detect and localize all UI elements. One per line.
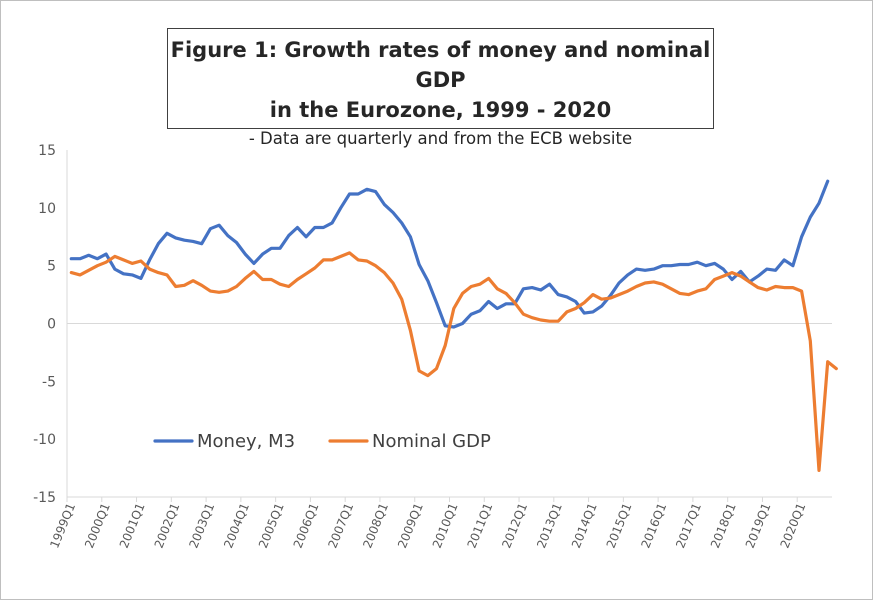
y-axis-ticks: 15 10 5 0 -5 -10 -15: [33, 143, 56, 506]
x-tick-label: 2016Q1: [638, 501, 669, 550]
x-tick-label: 2018Q1: [708, 501, 739, 550]
x-tick-label: 2011Q1: [465, 501, 496, 550]
x-tick-label: 2006Q1: [291, 501, 322, 550]
x-tick-label: 2008Q1: [360, 501, 391, 550]
y-tick-label: 15: [38, 143, 56, 159]
x-tick-label: 2004Q1: [221, 501, 252, 550]
x-tick-label: 2013Q1: [534, 501, 565, 550]
x-tick-label: 2003Q1: [186, 501, 217, 550]
x-tick-label: 2017Q1: [673, 501, 704, 550]
legend-label: Nominal GDP: [372, 431, 491, 452]
y-tick-label: -5: [42, 374, 56, 390]
x-tick-label: 2012Q1: [499, 501, 530, 550]
x-tick-label: 2015Q1: [604, 501, 635, 550]
series-line-money-m3: [69, 179, 830, 329]
x-tick-label: 2009Q1: [395, 501, 426, 550]
y-tick-label: 5: [47, 259, 56, 275]
chart-title-line-1: Figure 1: Growth rates of money and nomi…: [170, 38, 711, 92]
series-layer: [69, 179, 838, 472]
x-tick-label: 2020Q1: [778, 501, 809, 550]
y-tick-label: -15: [33, 490, 56, 506]
y-tick-label: 10: [38, 201, 56, 217]
x-tick-label: 1999Q1: [47, 501, 78, 550]
legend-label: Money, M3: [197, 431, 295, 452]
x-tick-label: 2001Q1: [117, 501, 148, 550]
x-tick-label: 2010Q1: [430, 501, 461, 550]
y-tick-label: 0: [47, 317, 56, 333]
title-box: Figure 1: Growth rates of money and nomi…: [167, 28, 714, 148]
x-axis-ticks: 1999Q1 2000Q1 2001Q1 2002Q1 2003Q1 2004Q1 2005…: [47, 497, 808, 550]
x-tick-label: 2002Q1: [152, 501, 183, 550]
x-tick-label: 2014Q1: [569, 501, 600, 550]
x-tick-label: 2005Q1: [256, 501, 287, 550]
x-tick-label: 2000Q1: [82, 501, 113, 550]
chart-title-line-2: in the Eurozone, 1999 - 2020: [269, 98, 612, 122]
chart-subtitle: - Data are quarterly and from the ECB we…: [248, 129, 633, 148]
y-tick-label: -10: [33, 432, 56, 448]
x-tick-label: 2007Q1: [325, 501, 356, 550]
legend: Money, M3 Nominal GDP: [153, 431, 491, 452]
x-tick-label: 2019Q1: [743, 501, 774, 550]
series-line-nominal-gdp: [69, 251, 838, 472]
